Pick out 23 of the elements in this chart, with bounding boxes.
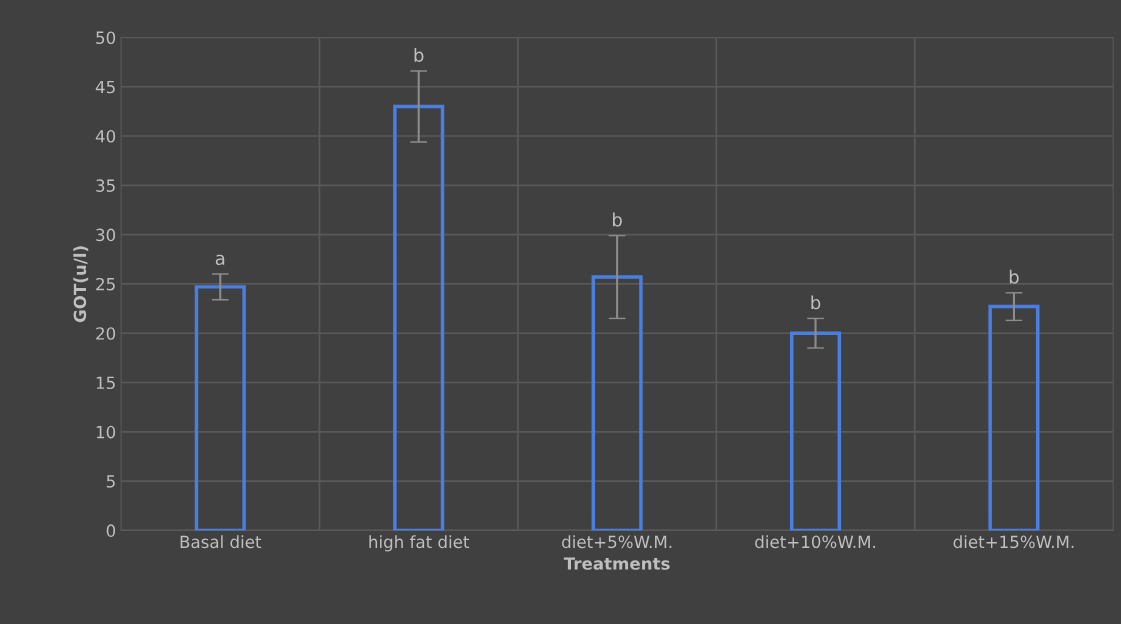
y-tick-label: 15 <box>96 376 115 390</box>
annotation: b <box>414 47 424 62</box>
y-tick-label: 0 <box>106 524 116 537</box>
x-tick-label: Basal diet <box>180 535 262 549</box>
y-tick-label: 20 <box>96 327 116 340</box>
annotation: b <box>613 212 622 227</box>
y-tick-label: 35 <box>96 179 115 192</box>
annotation: b <box>1009 269 1019 284</box>
annotation: b <box>811 295 821 310</box>
y-tick-label: 50 <box>96 31 116 45</box>
y-tick-label: 45 <box>95 80 115 94</box>
x-tick-label: high fat diet <box>369 535 470 552</box>
y-tick-label: 5 <box>106 475 115 488</box>
y-tick-label: 10 <box>96 425 116 439</box>
x-axis-title: Treatments <box>563 557 670 570</box>
x-tick-label: diet+10%W.M. <box>755 535 875 549</box>
x-tick-label: diet+5%W.M. <box>562 535 672 549</box>
x-tick-label: diet+15%W.M. <box>953 535 1074 549</box>
y-tick-label: 25 <box>96 277 115 291</box>
y-axis-title: GOT(u/l) <box>73 246 89 323</box>
y-tick-label: 30 <box>96 228 116 242</box>
annotation: a <box>215 254 225 266</box>
y-tick-label: 40 <box>95 129 116 143</box>
